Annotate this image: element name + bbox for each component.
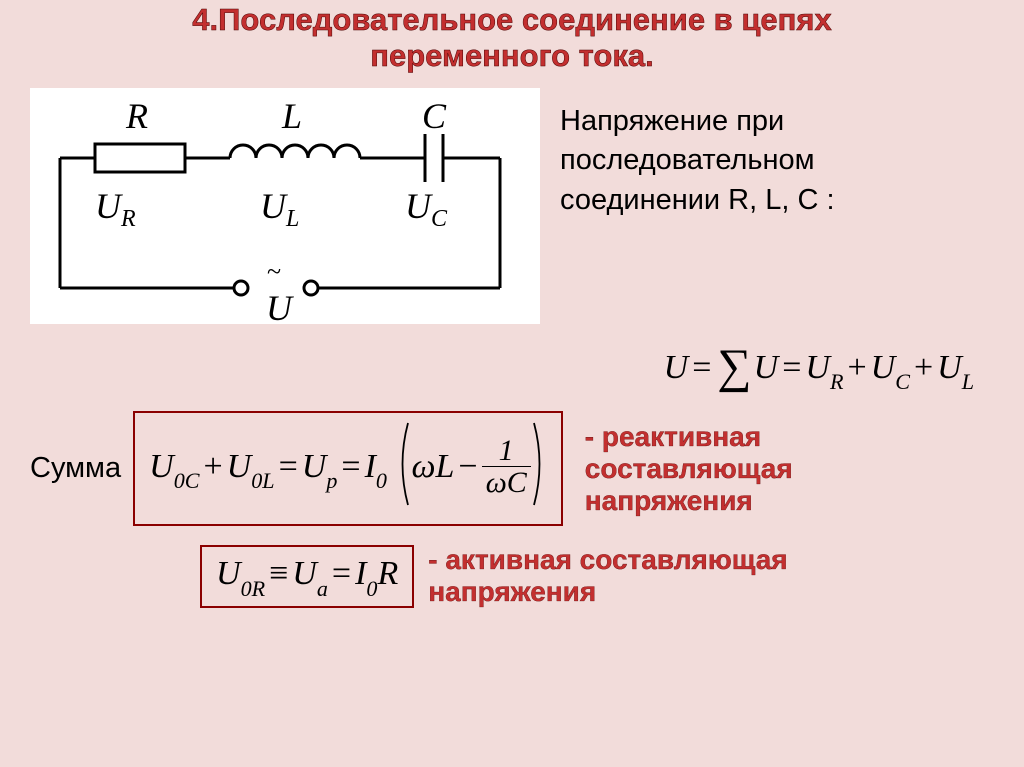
label-UR: UR [95,186,136,232]
intro-text: Напряжение при последовательном соединен… [560,88,835,324]
rlc-circuit-svg: R L C UR UL UC U ~ [30,88,540,324]
label-L: L [281,96,302,136]
intro-line-2: последовательном [560,144,815,176]
circuit-diagram: R L C UR UL UC U ~ [30,88,540,324]
reactive-label: - реактивная составляющая напряжения [585,421,815,518]
active-row: U0R≡Ua=I0R - активная составляющая напря… [0,526,1024,608]
content-row: R L C UR UL UC U ~ Напряжение при послед… [0,88,1024,324]
label-UC: UC [405,186,448,232]
formula-reactive-box: U0C+U0L=Up=I0 ωL−1ωC [133,411,563,526]
intro-line-1: Напряжение при [560,105,784,137]
formula-main-math: U=∑U=UR+UC+UL [664,349,974,386]
label-R: R [125,96,148,136]
label-UL: UL [260,186,299,232]
tilde-icon: ~ [267,257,281,286]
formula-reactive-math: U0C+U0L=Up=I0 ωL−1ωC [149,448,547,485]
left-paren-icon [395,421,411,516]
title-line-1: 4.Последовательное соединение в цепях [192,2,831,37]
title-line-2: переменного тока. [370,38,653,73]
intro-line-3: соединении R, L, C : [560,184,835,216]
reactive-row: Сумма U0C+U0L=Up=I0 ωL−1ωC - реактивная … [0,397,1024,526]
label-Usource: U [266,288,294,324]
slide-title: 4.Последовательное соединение в цепях пе… [0,0,1024,88]
right-paren-icon [531,421,547,516]
formula-active-math: U0R≡Ua=I0R [216,555,398,592]
formula-active-box: U0R≡Ua=I0R [200,545,414,608]
sum-label: Сумма [30,452,121,485]
fraction-1-over-wC: 1ωC [482,435,531,499]
formula-voltage-sum: U=∑U=UR+UC+UL [0,342,1024,397]
label-C: C [422,96,447,136]
active-label: - активная составляющая напряжения [428,544,828,608]
